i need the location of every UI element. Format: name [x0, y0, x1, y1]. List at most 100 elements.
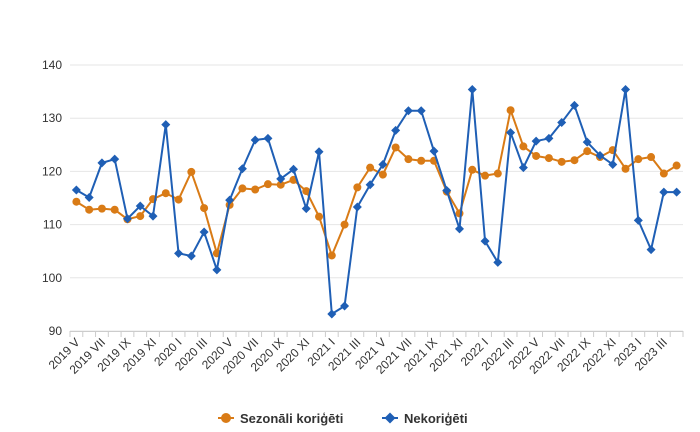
- data-point[interactable]: [225, 195, 235, 205]
- legend-item-1[interactable]: Sezonāli koriģēti: [218, 411, 343, 426]
- data-point[interactable]: [212, 265, 222, 275]
- data-point[interactable]: [353, 183, 362, 192]
- data-point[interactable]: [250, 135, 260, 145]
- data-point[interactable]: [506, 128, 516, 138]
- data-point[interactable]: [200, 204, 209, 213]
- data-point[interactable]: [237, 164, 247, 174]
- data-point[interactable]: [378, 159, 388, 169]
- y-tick-label: 130: [42, 111, 62, 125]
- data-point[interactable]: [187, 167, 196, 176]
- data-point[interactable]: [251, 185, 260, 194]
- data-point[interactable]: [416, 106, 426, 116]
- data-point[interactable]: [97, 204, 106, 213]
- data-point[interactable]: [518, 163, 528, 173]
- data-point[interactable]: [621, 84, 631, 94]
- data-point[interactable]: [531, 136, 541, 146]
- data-point[interactable]: [340, 220, 349, 229]
- data-point[interactable]: [352, 202, 362, 212]
- data-point[interactable]: [84, 192, 94, 202]
- data-point[interactable]: [263, 133, 273, 143]
- legend-item-2[interactable]: Nekoriģēti: [382, 411, 468, 426]
- data-point[interactable]: [314, 147, 324, 157]
- data-point[interactable]: [506, 106, 515, 115]
- data-point[interactable]: [608, 159, 618, 169]
- data-point[interactable]: [327, 309, 337, 319]
- data-point[interactable]: [519, 142, 528, 151]
- data-point[interactable]: [633, 215, 643, 225]
- data-point[interactable]: [455, 209, 464, 218]
- data-point[interactable]: [646, 245, 656, 255]
- data-point[interactable]: [659, 169, 668, 178]
- legend[interactable]: Sezonāli koriģēti Nekoriģēti: [218, 411, 468, 426]
- data-point[interactable]: [85, 205, 94, 214]
- data-point[interactable]: [263, 180, 272, 189]
- data-point[interactable]: [238, 184, 247, 193]
- legend-marker: [384, 412, 396, 424]
- data-point[interactable]: [161, 189, 170, 198]
- y-axis-ticks: 90 100 110 120 130 140: [42, 58, 62, 338]
- data-point[interactable]: [557, 157, 566, 166]
- y-tick-label: 90: [49, 324, 63, 338]
- data-point[interactable]: [365, 180, 375, 190]
- data-point[interactable]: [72, 197, 81, 206]
- legend-label: Sezonāli koriģēti: [240, 411, 343, 426]
- data-point[interactable]: [136, 212, 145, 221]
- data-point[interactable]: [583, 147, 592, 156]
- data-point[interactable]: [570, 156, 579, 165]
- data-point[interactable]: [186, 251, 196, 261]
- data-point[interactable]: [467, 84, 477, 94]
- data-point[interactable]: [174, 195, 183, 204]
- y-tick-label: 120: [42, 164, 62, 178]
- data-point[interactable]: [315, 212, 324, 221]
- data-point[interactable]: [148, 211, 158, 221]
- data-point[interactable]: [442, 186, 452, 196]
- data-point[interactable]: [276, 174, 286, 184]
- data-point[interactable]: [276, 180, 285, 189]
- data-point[interactable]: [544, 133, 554, 143]
- data-point[interactable]: [327, 251, 336, 260]
- data-point[interactable]: [122, 214, 132, 224]
- data-point[interactable]: [71, 185, 81, 195]
- data-point[interactable]: [417, 156, 426, 165]
- data-point[interactable]: [288, 164, 298, 174]
- data-point[interactable]: [403, 106, 413, 116]
- gridlines: [70, 64, 683, 332]
- data-point[interactable]: [135, 201, 145, 211]
- data-point[interactable]: [404, 155, 413, 164]
- data-point[interactable]: [110, 205, 119, 214]
- data-point[interactable]: [481, 171, 490, 180]
- data-point[interactable]: [455, 224, 465, 234]
- data-point[interactable]: [391, 125, 401, 135]
- data-point[interactable]: [480, 236, 490, 246]
- data-point[interactable]: [582, 137, 592, 147]
- data-point[interactable]: [532, 151, 541, 160]
- legend-marker: [221, 413, 231, 423]
- data-point[interactable]: [302, 187, 311, 196]
- data-point[interactable]: [161, 120, 171, 130]
- data-point[interactable]: [493, 257, 503, 267]
- data-point[interactable]: [391, 143, 400, 152]
- data-point[interactable]: [174, 248, 184, 258]
- data-point[interactable]: [199, 227, 209, 237]
- data-point[interactable]: [672, 187, 682, 197]
- data-point[interactable]: [429, 146, 439, 156]
- data-point[interactable]: [647, 153, 656, 162]
- data-point[interactable]: [634, 155, 643, 164]
- data-point[interactable]: [97, 158, 107, 168]
- data-point[interactable]: [621, 164, 630, 173]
- data-point[interactable]: [672, 161, 681, 170]
- data-point[interactable]: [378, 170, 387, 179]
- y-tick-label: 140: [42, 58, 62, 72]
- data-point[interactable]: [301, 204, 311, 214]
- data-point[interactable]: [569, 100, 579, 110]
- data-point[interactable]: [340, 301, 350, 311]
- data-point[interactable]: [659, 187, 669, 197]
- data-point[interactable]: [557, 117, 567, 127]
- data-point[interactable]: [493, 169, 502, 178]
- data-point[interactable]: [468, 165, 477, 174]
- data-point[interactable]: [110, 154, 120, 164]
- data-point[interactable]: [544, 154, 553, 163]
- data-point[interactable]: [366, 163, 375, 172]
- data-point[interactable]: [595, 150, 605, 160]
